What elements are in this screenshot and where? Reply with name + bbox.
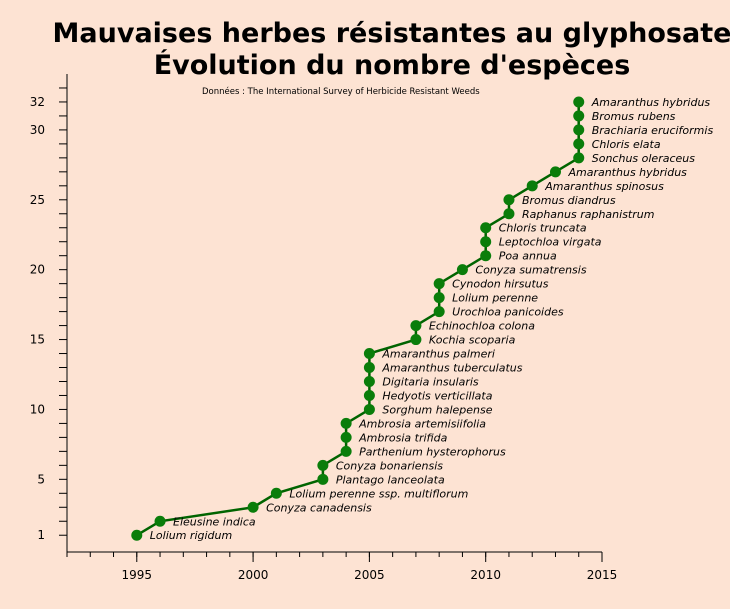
- data-point: [131, 529, 143, 541]
- data-label: Digitaria insularis: [382, 375, 479, 388]
- data-label: Leptochloa virgata: [499, 236, 602, 249]
- data-point: [573, 110, 585, 122]
- data-point: [340, 445, 352, 457]
- data-label: Sonchus oleraceus: [592, 152, 696, 165]
- data-label: Parthenium hysterophorus: [359, 445, 506, 458]
- data-label: Hedyotis verticillata: [382, 389, 492, 402]
- y-tick-label: 25: [30, 193, 45, 207]
- x-tick-label: 1995: [122, 568, 153, 582]
- data-point: [480, 236, 492, 248]
- data-label: Conyza canadensis: [266, 501, 372, 514]
- x-tick-label: 2005: [354, 568, 385, 582]
- y-tick-label: 20: [30, 263, 45, 277]
- data-point: [480, 250, 492, 262]
- data-point: [270, 487, 282, 499]
- data-point: [549, 166, 561, 178]
- y-tick-label: 10: [30, 402, 45, 416]
- y-tick-label: 1: [37, 528, 45, 542]
- data-point: [340, 417, 352, 429]
- data-label: Amaranthus hybridus: [567, 166, 687, 179]
- data-point: [433, 292, 445, 304]
- data-label: Kochia scoparia: [429, 334, 516, 347]
- data-point: [526, 180, 538, 192]
- data-label: Bromus rubens: [592, 110, 676, 123]
- data-label: Conyza sumatrensis: [475, 264, 586, 277]
- data-label: Ambrosia trifida: [358, 431, 447, 444]
- data-point: [573, 124, 585, 136]
- data-point: [480, 222, 492, 234]
- x-tick-label: 2015: [587, 568, 618, 582]
- x-tick-label: 2010: [470, 568, 501, 582]
- data-point: [363, 375, 375, 387]
- data-label: Plantago lanceolata: [336, 473, 445, 486]
- data-label: Raphanus raphanistrum: [522, 208, 655, 221]
- data-label: Lolium rigidum: [150, 529, 232, 542]
- data-point: [363, 389, 375, 401]
- data-label: Lolium perenne: [452, 292, 538, 305]
- data-label: Chloris truncata: [499, 222, 587, 235]
- y-tick-label: 30: [30, 123, 45, 137]
- data-point: [363, 348, 375, 360]
- data-label: Ambrosia artemisiifolia: [358, 417, 486, 430]
- data-label: Conyza bonariensis: [336, 459, 443, 472]
- y-tick-label: 5: [37, 472, 45, 486]
- y-tick-label: 32: [30, 95, 45, 109]
- data-label: Echinochloa colona: [429, 320, 535, 333]
- data-point: [433, 306, 445, 318]
- data-label: Urochloa panicoides: [452, 306, 564, 319]
- data-point: [503, 194, 515, 206]
- data-label: Sorghum halepense: [382, 403, 492, 416]
- data-point: [317, 459, 329, 471]
- data-point: [433, 278, 445, 290]
- data-label: Amaranthus tuberculatus: [381, 362, 522, 375]
- x-tick-label: 2000: [238, 568, 269, 582]
- data-point: [154, 515, 166, 527]
- data-label: Eleusine indica: [173, 515, 256, 528]
- data-point: [456, 264, 468, 276]
- data-point: [573, 138, 585, 150]
- data-label: Brachiaria eruciformis: [592, 124, 714, 137]
- data-label: Amaranthus palmeri: [381, 348, 495, 361]
- data-label: Chloris elata: [592, 138, 661, 151]
- data-point: [317, 473, 329, 485]
- data-point: [363, 362, 375, 374]
- data-label: Amaranthus hybridus: [591, 96, 711, 109]
- data-point: [410, 334, 422, 346]
- data-label: Poa annua: [499, 250, 557, 263]
- data-label: Amaranthus spinosus: [544, 180, 664, 193]
- data-point: [363, 403, 375, 415]
- data-label: Bromus diandrus: [522, 194, 616, 207]
- data-point: [340, 431, 352, 443]
- chart-title: Mauvaises herbes résistantes au glyphosa…: [52, 18, 730, 49]
- data-label: Cynodon hirsutus: [452, 278, 549, 291]
- data-point: [573, 152, 585, 164]
- data-source-note: Données : The International Survey of He…: [202, 86, 480, 97]
- data-point: [247, 501, 259, 513]
- data-point: [503, 208, 515, 220]
- chart-subtitle: Évolution du nombre d'espèces: [153, 50, 631, 81]
- y-tick-label: 15: [30, 333, 45, 347]
- data-label: Lolium perenne ssp. multiflorum: [289, 487, 468, 500]
- data-point: [573, 96, 585, 108]
- data-point: [410, 320, 422, 332]
